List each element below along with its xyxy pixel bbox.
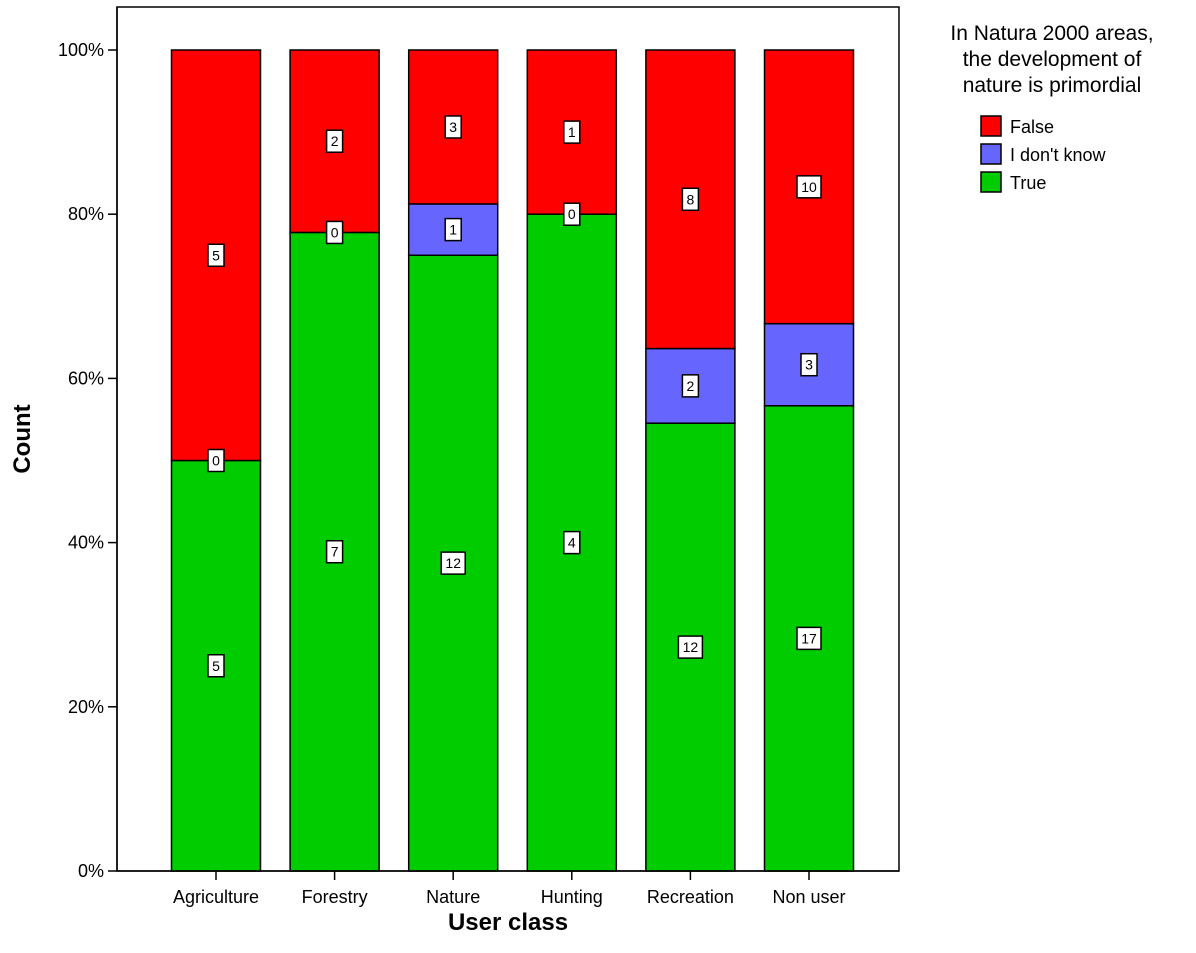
data-label: 17 — [796, 626, 822, 651]
data-label: 5 — [207, 243, 225, 267]
data-label: 3 — [800, 352, 818, 377]
legend-label: I don't know — [1010, 145, 1106, 165]
svg-text:1: 1 — [568, 124, 576, 140]
y-tick-label: 0% — [78, 861, 104, 881]
legend-label: False — [1010, 117, 1054, 137]
x-axis-title: User class — [448, 909, 568, 936]
data-label: 4 — [563, 530, 581, 555]
data-label: 2 — [325, 129, 344, 153]
x-tick-label: Non user — [772, 887, 845, 907]
svg-text:0: 0 — [331, 224, 339, 240]
data-label: 8 — [681, 187, 700, 212]
legend-label: True — [1010, 173, 1046, 193]
svg-text:17: 17 — [801, 630, 817, 646]
legend-item: True — [980, 171, 1046, 193]
legend-item: I don't know — [980, 143, 1106, 165]
svg-text:12: 12 — [445, 555, 461, 571]
svg-text:4: 4 — [568, 535, 576, 551]
data-label: 1 — [563, 120, 581, 144]
svg-text:0: 0 — [568, 206, 576, 222]
svg-text:5: 5 — [212, 247, 220, 263]
x-tick-label: Nature — [426, 887, 480, 907]
data-label: 1 — [444, 217, 462, 242]
svg-text:3: 3 — [449, 119, 457, 135]
x-tick-label: Forestry — [302, 887, 368, 907]
svg-text:12: 12 — [683, 639, 699, 655]
y-tick-label: 100% — [58, 40, 104, 60]
legend: In Natura 2000 areas, the development of… — [950, 22, 1153, 193]
data-label: 5 — [207, 654, 225, 678]
x-tick-label: Recreation — [647, 887, 734, 907]
svg-text:2: 2 — [331, 133, 339, 149]
data-label: 3 — [444, 115, 462, 139]
svg-text:5: 5 — [212, 658, 220, 674]
legend-title-line-2: the development of — [963, 48, 1142, 71]
data-label: 12 — [677, 635, 704, 659]
data-label: 12 — [440, 551, 466, 575]
data-label: 0 — [563, 202, 581, 226]
legend-title-line-1: In Natura 2000 areas, — [950, 22, 1153, 45]
svg-text:0: 0 — [212, 453, 220, 469]
legend-swatch — [980, 143, 1002, 165]
y-tick-label: 20% — [68, 697, 104, 717]
y-tick-label: 60% — [68, 368, 104, 388]
svg-text:10: 10 — [801, 179, 817, 195]
svg-text:2: 2 — [687, 378, 695, 394]
x-tick-label: Agriculture — [173, 887, 259, 907]
svg-text:7: 7 — [331, 544, 339, 560]
svg-text:1: 1 — [449, 222, 457, 238]
svg-text:8: 8 — [687, 191, 695, 207]
x-tick-label: Hunting — [541, 887, 603, 907]
data-label: 0 — [325, 220, 344, 245]
legend-swatch — [980, 115, 1002, 137]
legend-title-line-3: nature is primordial — [963, 74, 1142, 97]
y-tick-label: 80% — [68, 204, 104, 224]
svg-text:3: 3 — [805, 357, 813, 373]
data-label: 10 — [796, 175, 822, 199]
data-label: 0 — [207, 448, 225, 473]
data-label: 7 — [325, 539, 344, 564]
y-tick-label: 40% — [68, 533, 104, 553]
legend-swatch — [980, 171, 1002, 193]
y-axis-title: Count — [9, 404, 36, 473]
data-label: 2 — [681, 374, 700, 398]
legend-item: False — [980, 115, 1054, 137]
